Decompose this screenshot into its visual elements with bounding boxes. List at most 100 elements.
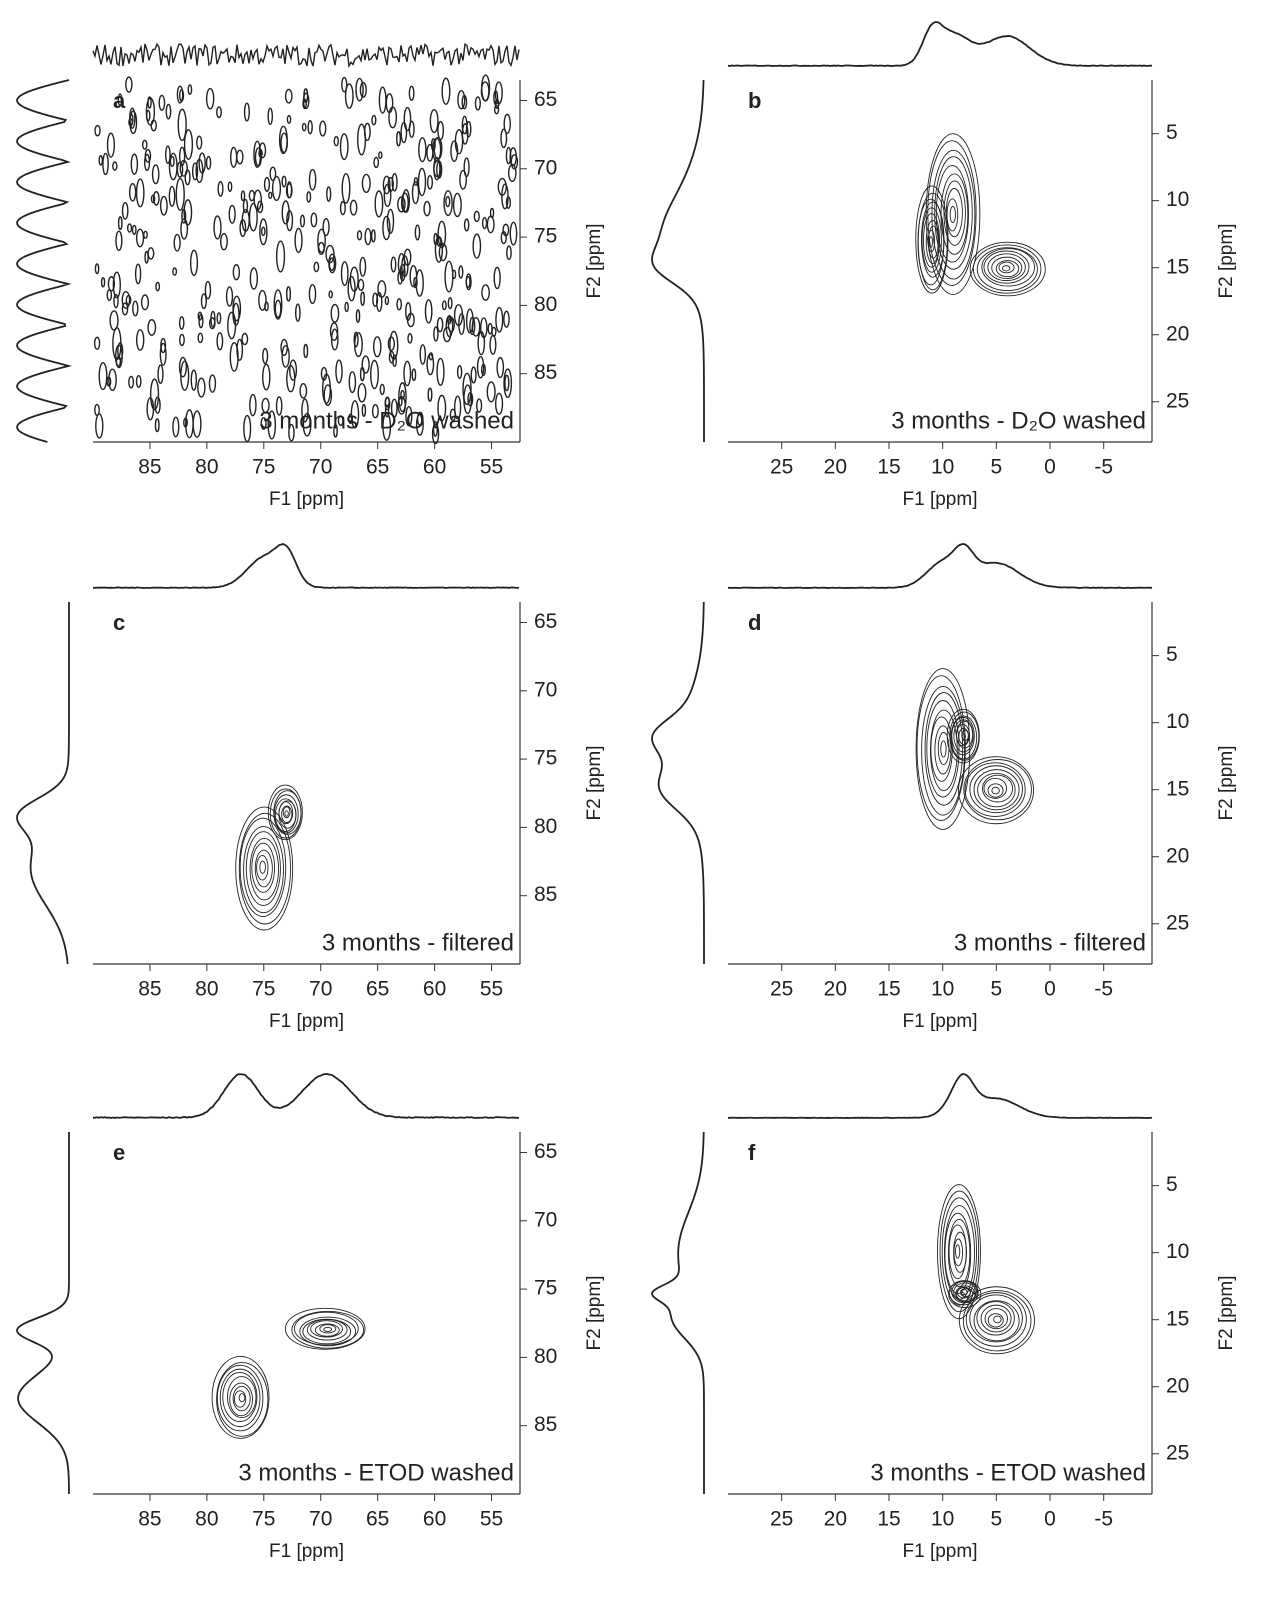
noise [241,332,249,346]
y-axis-label: F2 [ppm] [584,1276,605,1351]
contour [293,1311,359,1346]
contour [259,860,266,874]
contour [238,1393,246,1403]
noise [299,383,308,399]
contour [981,248,1035,287]
noise [198,313,204,329]
x-axis-label: F1 [ppm] [269,489,344,510]
noise [121,290,131,310]
noise [189,249,199,277]
noise [135,228,145,248]
contour [998,261,1015,274]
noise [147,319,157,336]
noise [465,275,471,288]
noise [158,94,166,111]
contour [934,156,973,270]
noise [205,87,215,110]
noise [157,364,164,384]
contour [982,774,1014,803]
x-tick-label: 15 [877,456,900,479]
noise [179,333,185,347]
noise [108,368,117,392]
noise [445,196,451,208]
contour [926,700,960,798]
noise [382,175,391,195]
contour [987,783,1004,798]
noise [400,121,408,144]
noise [438,243,448,262]
noise [501,183,509,210]
noise [275,396,283,416]
noise [371,114,377,126]
noise [322,218,330,237]
noise [414,224,421,241]
panel: 85 80 75 70 65 60 55 65 70 75 80 85 F1 [ppm] F2 [ppm]… [16,543,605,1032]
noise [413,276,418,289]
noise [411,181,420,205]
noise [374,190,384,218]
noise [299,214,306,228]
noise [339,133,349,161]
x-tick-label: 60 [423,1508,446,1531]
noise [417,167,427,197]
noise [454,129,464,155]
noise [372,292,379,307]
noise [436,357,445,386]
panel-label: a [113,88,126,113]
contour [256,854,269,881]
annotation: 3 months - filtered [322,929,514,956]
noise [232,302,240,326]
noise [200,293,207,310]
noise [213,215,222,240]
noise [249,267,259,290]
contour [958,1286,1035,1355]
contour [281,805,293,823]
panel: 85 80 75 70 65 60 55 65 70 75 80 85 F1 [ppm] F2 [ppm]… [16,1073,605,1562]
x-tick-label: 55 [480,456,503,479]
x-tick-label: 5 [991,1508,1003,1531]
contour [943,180,966,246]
contour [216,1362,269,1437]
noise [378,86,387,114]
noise [168,152,178,181]
noise [377,280,387,298]
noise [398,382,407,413]
y-tick-label: 75 [534,747,557,770]
noise [248,202,258,232]
noise [461,94,468,110]
x-tick-label: 65 [366,456,389,479]
x-tick-label: 80 [195,978,218,1001]
contour [983,250,1030,284]
noise [489,334,497,355]
noise [456,364,463,379]
x-tick-label: 80 [195,1508,218,1531]
projection-f2 [651,79,705,442]
noise [424,299,433,324]
panel-label: f [748,1140,756,1165]
contour [965,1292,1027,1347]
noise [406,312,415,328]
noise [441,300,447,311]
contour [987,253,1026,282]
x-axis-label: F1 [ppm] [903,1541,978,1562]
y-tick-label: 85 [534,361,557,384]
x-axis-label: F1 [ppm] [903,489,978,510]
noise [507,163,517,183]
noise [382,215,391,241]
y-tick-label: 15 [1166,1307,1189,1330]
x-tick-label: 10 [931,456,954,479]
contour [969,1294,1023,1343]
noise [210,310,216,328]
noise [275,240,286,273]
noise [208,374,217,393]
noise [319,120,327,137]
noise [286,114,292,124]
x-tick-label: 65 [366,1508,389,1531]
noise [458,265,464,279]
noise [197,377,206,398]
noise [330,303,340,323]
noise [452,192,462,218]
contour [973,769,1020,811]
noise [143,153,151,172]
noise [229,146,238,168]
